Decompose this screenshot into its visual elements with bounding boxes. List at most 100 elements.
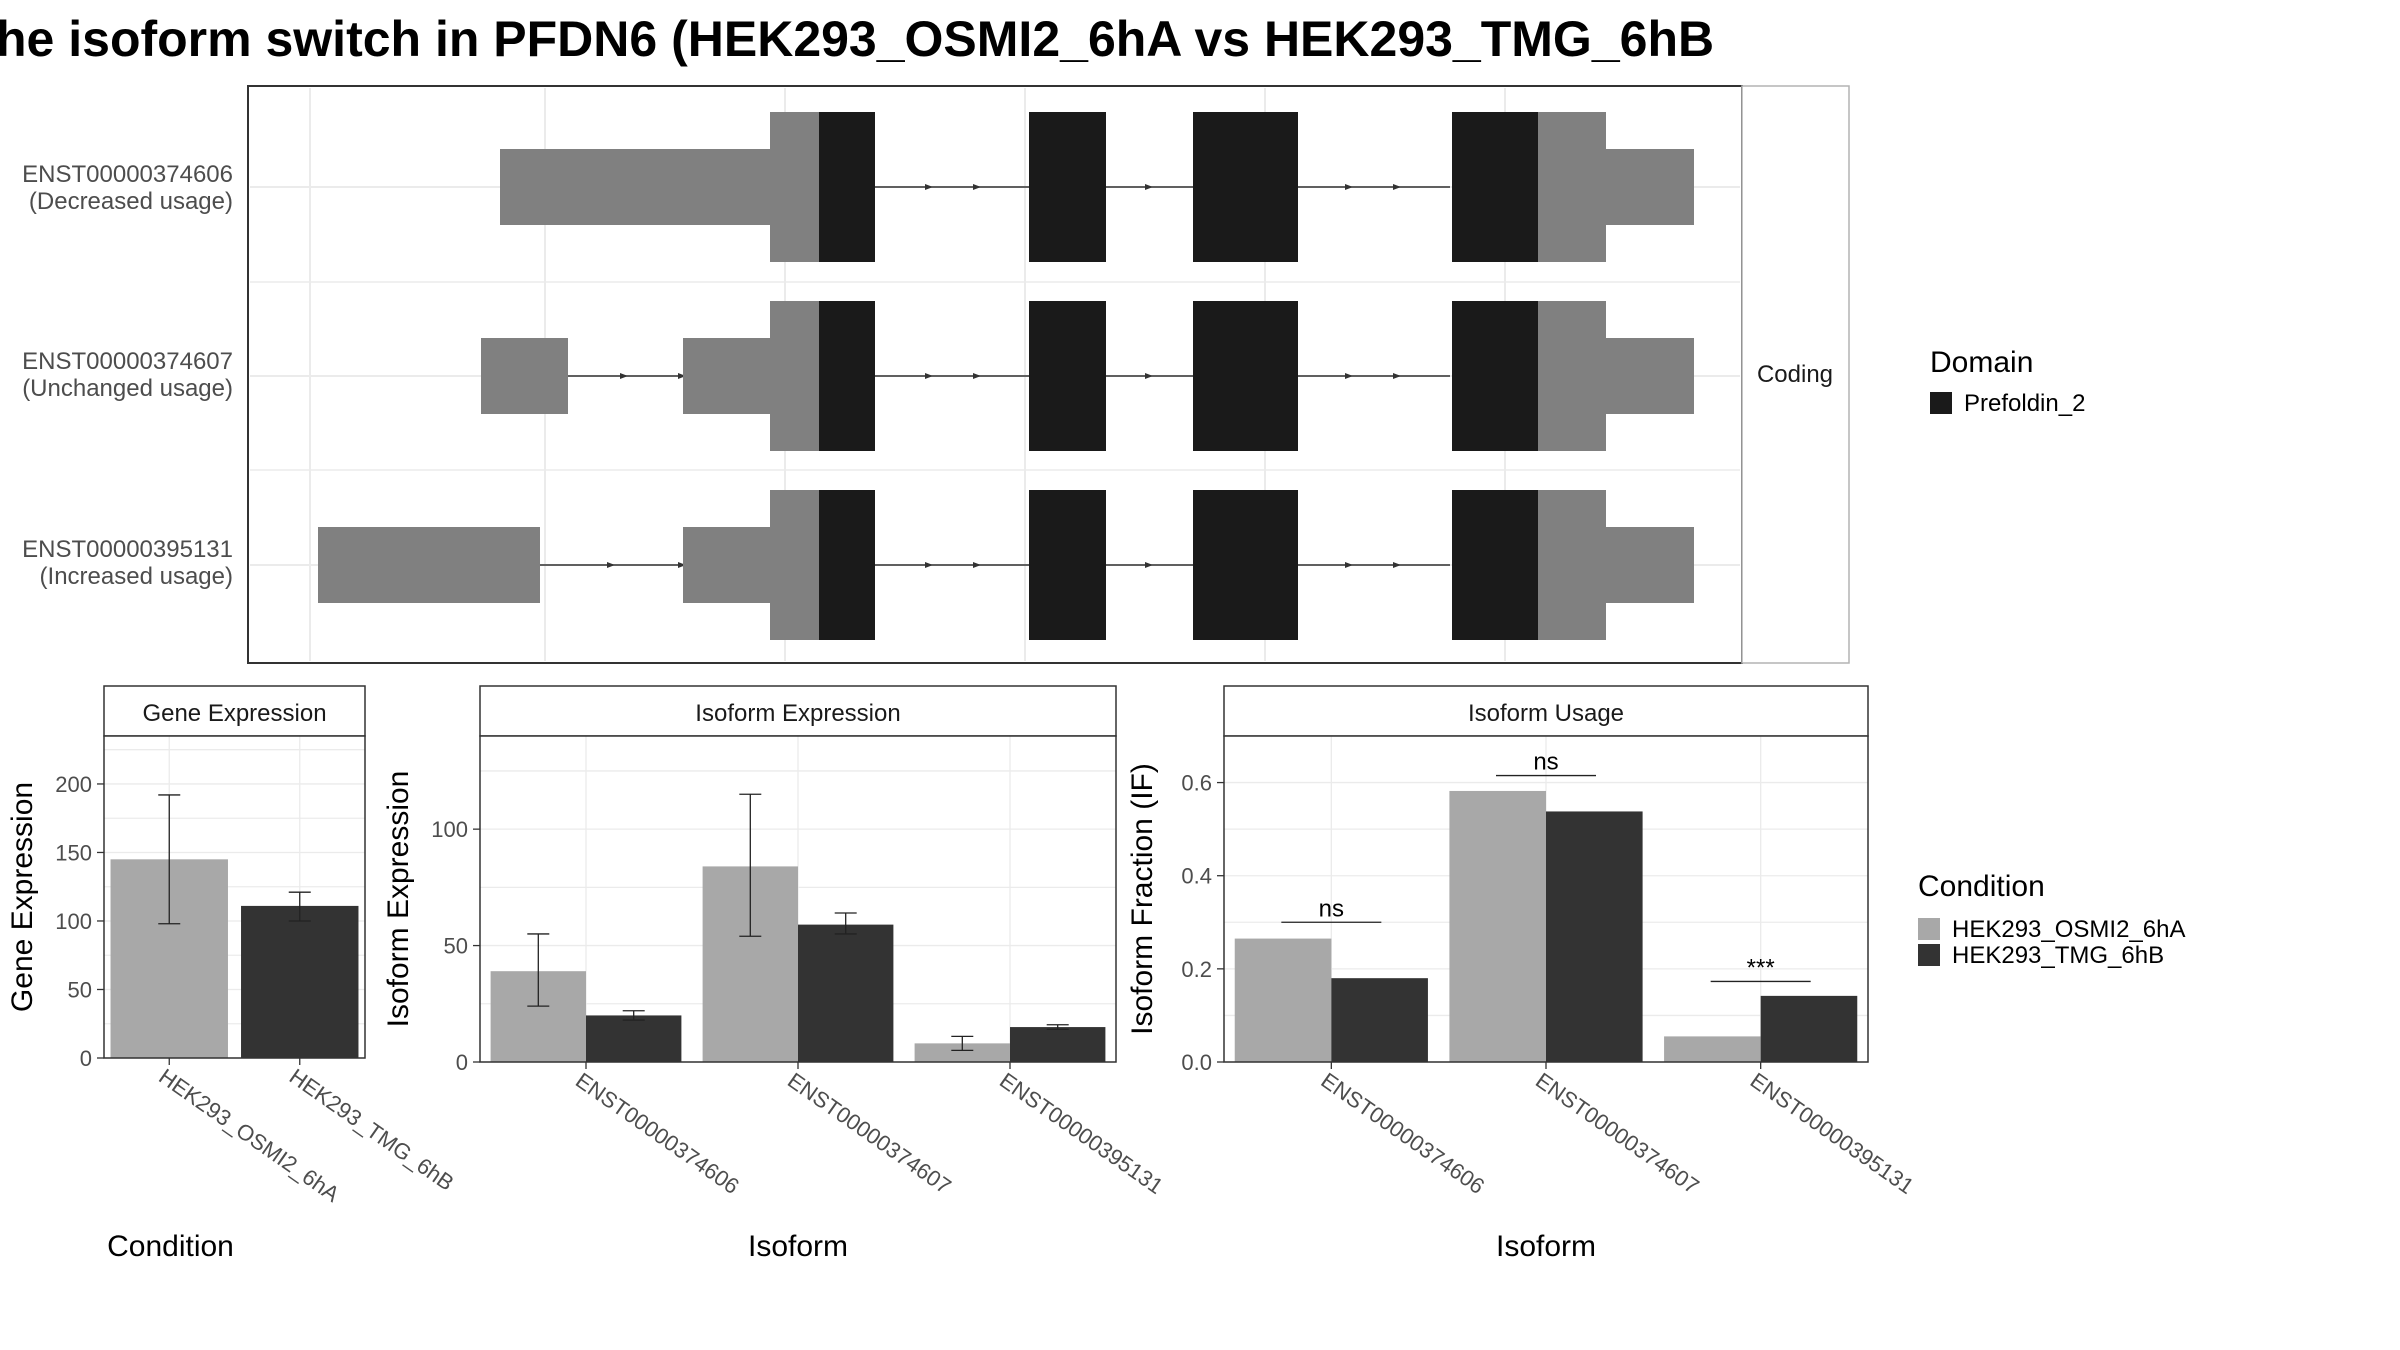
intron-arrow xyxy=(607,562,615,568)
intron-arrow xyxy=(678,562,686,568)
transcript-row xyxy=(318,490,1694,640)
cds-exon xyxy=(819,112,875,262)
domain-legend-swatch xyxy=(1930,392,1952,414)
structure-rows xyxy=(318,112,1694,640)
condition-legend-swatch-a xyxy=(1918,918,1940,940)
x-tick-label: ENST00000374607 xyxy=(1531,1068,1704,1199)
coding-strip-label: Coding xyxy=(1757,361,1833,388)
bar xyxy=(241,905,359,1058)
transcript-row xyxy=(481,301,1694,451)
intron-arrow xyxy=(973,373,981,379)
x-tick-label: ENST00000374607 xyxy=(783,1068,956,1199)
page-title: he isoform switch in PFDN6 (HEK293_OSMI2… xyxy=(0,11,1714,67)
y-tick-label: 0.0 xyxy=(1181,1050,1212,1075)
transcript-label-id: ENST00000395131 xyxy=(22,536,233,563)
condition-legend-swatch-b xyxy=(1918,944,1940,966)
bar xyxy=(914,1043,1010,1062)
domain-legend-title: Domain xyxy=(1930,346,2033,379)
intron-arrow xyxy=(925,184,933,190)
y-tick-label: 0.2 xyxy=(1181,957,1212,982)
chart-panel: Isoform Usage ns ns *** 0.0 0.2 0.4 0.6 ENST0000… xyxy=(1126,685,1919,1263)
cds-exon xyxy=(1452,301,1538,451)
y-tick-label: 0.6 xyxy=(1181,771,1212,796)
cds-exon xyxy=(819,301,875,451)
y-tick-label: 0.4 xyxy=(1181,864,1212,889)
domain-legend-label: Prefoldin_2 xyxy=(1964,390,2085,417)
cds-exon xyxy=(1452,490,1538,640)
bar xyxy=(586,1015,682,1062)
transcript-label-id: ENST00000374606 xyxy=(22,161,233,188)
y-tick-label: 0 xyxy=(456,1050,468,1075)
chart-panel: Isoform Expression 0 50 100 ENST00000374606 E… xyxy=(382,685,1168,1263)
intron-arrow xyxy=(1393,373,1401,379)
structure-panel: Coding xyxy=(247,85,1850,664)
intron-arrow xyxy=(925,562,933,568)
utr-exon xyxy=(1538,112,1606,262)
y-axis-title: Isoform Expression xyxy=(382,771,415,1028)
panel-strip-label: Isoform Usage xyxy=(1468,700,1624,727)
condition-legend: Condition HEK293_OSMI2_6hA HEK293_TMG_6h… xyxy=(1918,870,2185,969)
panel-border xyxy=(103,735,366,1059)
cds-exon xyxy=(819,490,875,640)
utr-exon xyxy=(770,112,819,262)
intron-arrow xyxy=(1393,562,1401,568)
significance-label: ns xyxy=(1319,895,1344,922)
panel-strip-label: Isoform Expression xyxy=(695,700,900,727)
bar xyxy=(798,924,894,1062)
intron-arrow xyxy=(1145,184,1153,190)
condition-legend-title: Condition xyxy=(1918,870,2045,903)
cds-exon xyxy=(1452,112,1538,262)
transcript-label-usage: (Unchanged usage) xyxy=(22,375,233,402)
y-tick-label: 50 xyxy=(68,977,92,1002)
cds-exon xyxy=(1193,490,1298,640)
bar xyxy=(1331,978,1428,1062)
intron-arrow xyxy=(973,184,981,190)
cds-exon xyxy=(1193,301,1298,451)
chart-panel: Gene Expression050100150200HEK293_OSMI2_… xyxy=(6,685,458,1263)
cds-exon xyxy=(1029,301,1106,451)
bar xyxy=(1449,790,1546,1062)
intron-arrow xyxy=(925,373,933,379)
condition-legend-label-b: HEK293_TMG_6hB xyxy=(1952,942,2164,969)
bar xyxy=(1760,995,1858,1062)
y-tick-label: 100 xyxy=(55,909,92,934)
bar xyxy=(1664,1036,1761,1062)
panel-strip xyxy=(1223,685,1869,737)
x-axis-title: Condition xyxy=(107,1230,234,1263)
y-tick-label: 0 xyxy=(80,1046,92,1071)
intron-arrow xyxy=(678,373,686,379)
significance-label: ns xyxy=(1533,749,1558,776)
utr-exon xyxy=(770,301,819,451)
bar xyxy=(1010,1027,1106,1062)
y-tick-label: 200 xyxy=(55,772,92,797)
panel-strip xyxy=(103,685,366,737)
utr-exon xyxy=(1538,490,1606,640)
intron-arrow xyxy=(1145,373,1153,379)
utr-exon xyxy=(1606,149,1694,225)
utr-exon xyxy=(770,490,819,640)
intron-arrow xyxy=(1145,562,1153,568)
utr-exon xyxy=(500,149,770,225)
y-axis-title: Gene Expression xyxy=(6,782,39,1012)
significance-label: *** xyxy=(1747,954,1775,981)
x-tick-label: ENST00000374606 xyxy=(571,1068,744,1199)
x-tick-label: ENST00000395131 xyxy=(995,1068,1168,1199)
cds-exon xyxy=(1193,112,1298,262)
x-axis-title: Isoform xyxy=(1496,1230,1596,1263)
transcript-row xyxy=(500,112,1694,262)
utr-exon xyxy=(683,527,770,603)
utr-exon xyxy=(1606,527,1694,603)
y-axis-title: Isoform Fraction (IF) xyxy=(1126,763,1159,1035)
bar-charts: Gene Expression050100150200HEK293_OSMI2_… xyxy=(6,685,1919,1263)
intron-arrow xyxy=(620,373,628,379)
utr-exon xyxy=(683,338,770,414)
transcript-label-usage: (Increased usage) xyxy=(40,563,233,590)
intron-arrow xyxy=(1393,184,1401,190)
x-axis-title: Isoform xyxy=(748,1230,848,1263)
coding-strip xyxy=(1741,85,1850,664)
transcript-label-id: ENST00000374607 xyxy=(22,348,233,375)
y-tick-label: 150 xyxy=(55,840,92,865)
intron-arrow xyxy=(973,562,981,568)
x-tick-label: ENST00000395131 xyxy=(1746,1068,1919,1199)
